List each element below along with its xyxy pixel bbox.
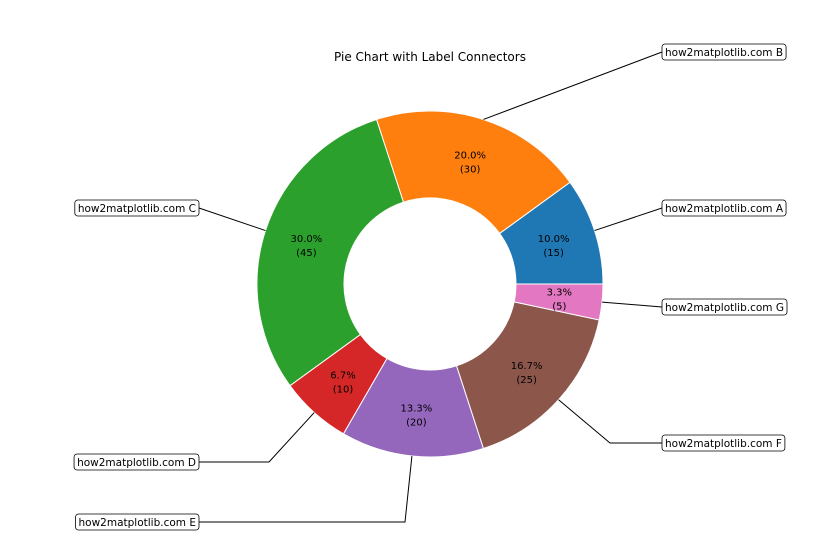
slice-label-box [661, 199, 787, 217]
chart-title: Pie Chart with Label Connectors [334, 50, 526, 64]
slice-labels: how2matplotlib.com A how2matplotlib.com B… [73, 43, 788, 531]
connector-line [199, 456, 413, 523]
slice-label: how2matplotlib.com C [78, 203, 196, 215]
connector-line [198, 207, 266, 232]
percent-label: 16.7% [511, 361, 543, 372]
percent-label: 20.0% [454, 150, 486, 161]
connector-line [594, 207, 663, 232]
slice-label: how2matplotlib.com F [665, 438, 782, 450]
percent-label: 30.0% [290, 234, 322, 245]
connector-line [602, 301, 663, 308]
wedge-7 [513, 283, 604, 321]
slice-label-box [661, 298, 788, 316]
count-label: (10) [333, 385, 354, 396]
connector-line [558, 399, 662, 444]
connector-line [199, 412, 315, 463]
slice-label: how2matplotlib.com B [665, 47, 783, 59]
connector-line [483, 51, 663, 120]
slice-label-box [661, 434, 786, 452]
percent-labels: 10.0% (15) 20.0% (30) 30.0% (45) 6.7% (10) 13.3%… [290, 150, 572, 428]
slice-label-box [73, 453, 200, 471]
count-label: (25) [516, 375, 537, 386]
count-label: (45) [296, 248, 317, 259]
count-label: (20) [406, 417, 427, 428]
wedges [256, 110, 604, 458]
slice-label: how2matplotlib.com D [77, 457, 196, 469]
count-label: (5) [552, 302, 566, 313]
percent-label: 13.3% [401, 403, 433, 414]
slice-label: how2matplotlib.com A [665, 203, 784, 215]
label-connectors [198, 51, 663, 523]
percent-label: 10.0% [538, 234, 570, 245]
wedge-3 [256, 118, 405, 387]
percent-label: 3.3% [547, 288, 572, 299]
slice-label-box [661, 43, 787, 61]
percent-label: 6.7% [330, 371, 355, 382]
slice-label-box [75, 513, 200, 531]
count-label: (30) [460, 164, 481, 175]
slice-label-box [74, 199, 200, 217]
slice-label: how2matplotlib.com G [665, 302, 784, 314]
slice-label: how2matplotlib.com E [79, 517, 196, 529]
wedge-2 [375, 110, 571, 235]
wedge-6 [455, 301, 600, 450]
count-label: (15) [543, 248, 564, 259]
